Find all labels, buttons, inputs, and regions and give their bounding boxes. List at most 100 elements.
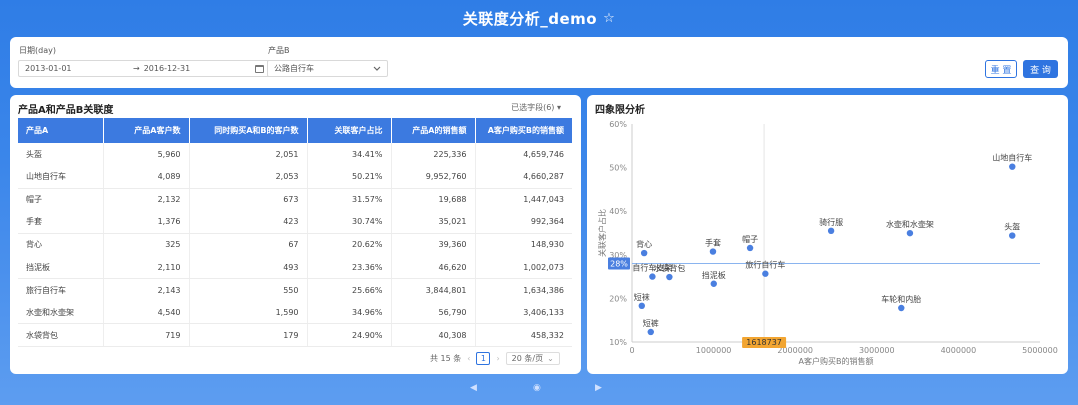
- table-cell: 992,364: [475, 210, 572, 234]
- filter-panel: 日期(day) 2013-01-01 → 2016-12-31 产品B 公路自行…: [10, 37, 1068, 88]
- nav-dot-icon[interactable]: ◉: [533, 383, 541, 393]
- column-selector-label: 已选字段(6): [511, 103, 555, 112]
- y-tick-label: 40%: [609, 207, 627, 216]
- column-header[interactable]: 产品A客户数: [103, 118, 190, 143]
- table-row[interactable]: 山地自行车 4,089 2,053 50.21% 9,952,760 4,660,287: [18, 165, 572, 189]
- point-label: 山地自行车: [992, 153, 1032, 163]
- table-cell: 背心: [18, 233, 104, 256]
- x-tick-label: 3000000: [859, 346, 895, 355]
- point-label: 旅行自行车: [745, 260, 785, 270]
- column-header[interactable]: 同时购买A和B的客户数: [189, 118, 308, 143]
- column-selector[interactable]: 已选字段(6) ▾: [511, 102, 561, 113]
- y-tick-label: 10%: [609, 338, 627, 347]
- table-row[interactable]: 旅行自行车 2,143 550 25.66% 3,844,801 1,634,386: [18, 278, 572, 302]
- y-tick-label: 50%: [609, 164, 627, 173]
- date-end-input[interactable]: 2016-12-31: [143, 64, 191, 73]
- point-label: 短袜: [634, 292, 650, 302]
- table-cell: 1,002,073: [475, 255, 572, 280]
- page-number[interactable]: 1: [476, 352, 491, 365]
- column-header[interactable]: A客户购买B的销售额: [475, 118, 572, 143]
- point-label: 头盔: [1004, 222, 1020, 232]
- ref-y-label: 28%: [610, 260, 628, 269]
- date-range-picker[interactable]: 2013-01-01 → 2016-12-31: [18, 60, 271, 77]
- point-label: 水壶和水壶架: [886, 219, 934, 229]
- y-axis-title: 关联客户占比: [597, 209, 607, 257]
- date-filter-label: 日期(day): [19, 46, 56, 55]
- table-cell: 325: [103, 233, 190, 256]
- table-cell: 头盔: [18, 143, 104, 166]
- table-cell: 493: [189, 255, 308, 280]
- table-row[interactable]: 背心 325 67 20.62% 39,360 148,930: [18, 233, 572, 256]
- table-cell: 3,406,133: [475, 301, 572, 325]
- nav-arrow-left-icon[interactable]: ◀: [470, 383, 477, 393]
- page-size-select[interactable]: 20 条/页 ⌄: [505, 352, 560, 365]
- point-label: 短裤: [643, 318, 659, 328]
- table-row[interactable]: 挡泥板 2,110 493 23.36% 46,620 1,002,073: [18, 255, 572, 280]
- table-cell: 山地自行车: [18, 165, 104, 189]
- table-cell: 挡泥板: [18, 255, 104, 280]
- table-cell: 34.96%: [307, 301, 392, 325]
- table-row[interactable]: 手套 1,376 423 30.74% 35,021 992,364: [18, 210, 572, 234]
- table-cell: 34.41%: [307, 143, 392, 166]
- table-cell: 5,960: [103, 143, 190, 166]
- table-cell: 148,930: [530, 240, 564, 250]
- product-b-select[interactable]: 公路自行车: [267, 60, 388, 77]
- point-label: 自行车支架: [632, 263, 672, 273]
- point-label: 水袋背包: [653, 263, 685, 273]
- table-row[interactable]: 帽子 2,132 673 31.57% 19,688 1,447,043: [18, 188, 572, 211]
- column-header[interactable]: 关联客户占比: [307, 118, 392, 143]
- association-table-panel: 产品A和产品B关联度 已选字段(6) ▾ 产品A 产品A客户数 同时购买A和B的…: [10, 95, 581, 374]
- chevron-down-icon: ⌄: [547, 354, 554, 363]
- table-cell: 550: [189, 278, 308, 302]
- table-cell: 179: [189, 323, 308, 347]
- scatter-point: [710, 280, 717, 287]
- x-tick-label: 5000000: [1022, 346, 1058, 355]
- point-label: 手套: [705, 238, 721, 248]
- table-row[interactable]: 水壶和水壶架 4,540 1,590 34.96% 56,790 3,406,133: [18, 301, 572, 325]
- x-tick-label: 1000000: [696, 346, 732, 355]
- point-label: 挡泥板: [702, 270, 726, 280]
- scatter-point: [709, 248, 717, 255]
- column-header[interactable]: 产品A的销售额: [391, 118, 476, 143]
- dashboard-title-bar: 关联度分析_demo ☆: [0, 0, 1078, 36]
- prev-page-icon[interactable]: ‹: [467, 354, 471, 363]
- scatter-point: [762, 270, 769, 277]
- next-page-icon[interactable]: ›: [496, 354, 500, 363]
- pagination: 共 15 条 ‹ 1 › 20 条/页 ⌄: [430, 352, 560, 365]
- table-row[interactable]: 头盔 5,960 2,051 34.41% 225,336 4,659,746: [18, 143, 572, 166]
- date-start-input[interactable]: 2013-01-01: [25, 64, 72, 73]
- table-cell: 1,590: [189, 301, 308, 325]
- table-row[interactable]: 水袋背包 719 179 24.90% 40,308 458,332: [18, 323, 572, 347]
- y-tick-label: 30%: [609, 251, 627, 260]
- table-cell: 2,053: [189, 165, 308, 189]
- caret-down-icon: ▾: [556, 103, 561, 112]
- chevron-down-icon: [373, 66, 381, 71]
- scatter-point: [649, 273, 656, 280]
- table-cell: 4,659,746: [523, 149, 564, 159]
- column-header[interactable]: 产品A: [18, 118, 104, 143]
- table-cell: 39,360: [391, 233, 476, 256]
- table-cell: 423: [189, 210, 308, 234]
- calendar-icon[interactable]: [255, 64, 264, 73]
- table-cell: 9,952,760: [391, 165, 476, 189]
- quadrant-panel: 四象限分析 10% 20% 30% 40% 50% 60% 0 1000000 2000000 3…: [587, 95, 1068, 374]
- scatter-point: [746, 244, 754, 252]
- ref-y-badge: [608, 257, 630, 270]
- point-label: 背心: [636, 239, 652, 249]
- star-icon[interactable]: ☆: [603, 10, 616, 26]
- x-tick-label: 2000000: [777, 346, 813, 355]
- reset-button[interactable]: 重 置: [985, 60, 1017, 78]
- nav-arrow-right-icon[interactable]: ▶: [595, 383, 602, 393]
- table-cell: 56,790: [391, 301, 476, 325]
- table-cell: 4,540: [103, 301, 190, 325]
- product-b-label: 产品B: [268, 46, 290, 55]
- table-cell: 2,143: [103, 278, 190, 302]
- table-cell: 4,660,287: [475, 165, 572, 189]
- table-cell: 水壶和水壶架: [18, 301, 104, 325]
- table-cell: 20.62%: [307, 233, 392, 256]
- scatter-point: [1009, 163, 1016, 170]
- x-tick-label: 0: [629, 346, 634, 355]
- association-table: 产品A 产品A客户数 同时购买A和B的客户数 关联客户占比 产品A的销售额 A客…: [18, 118, 572, 347]
- table-cell: 3,844,801: [391, 278, 476, 302]
- query-button[interactable]: 查 询: [1023, 60, 1058, 78]
